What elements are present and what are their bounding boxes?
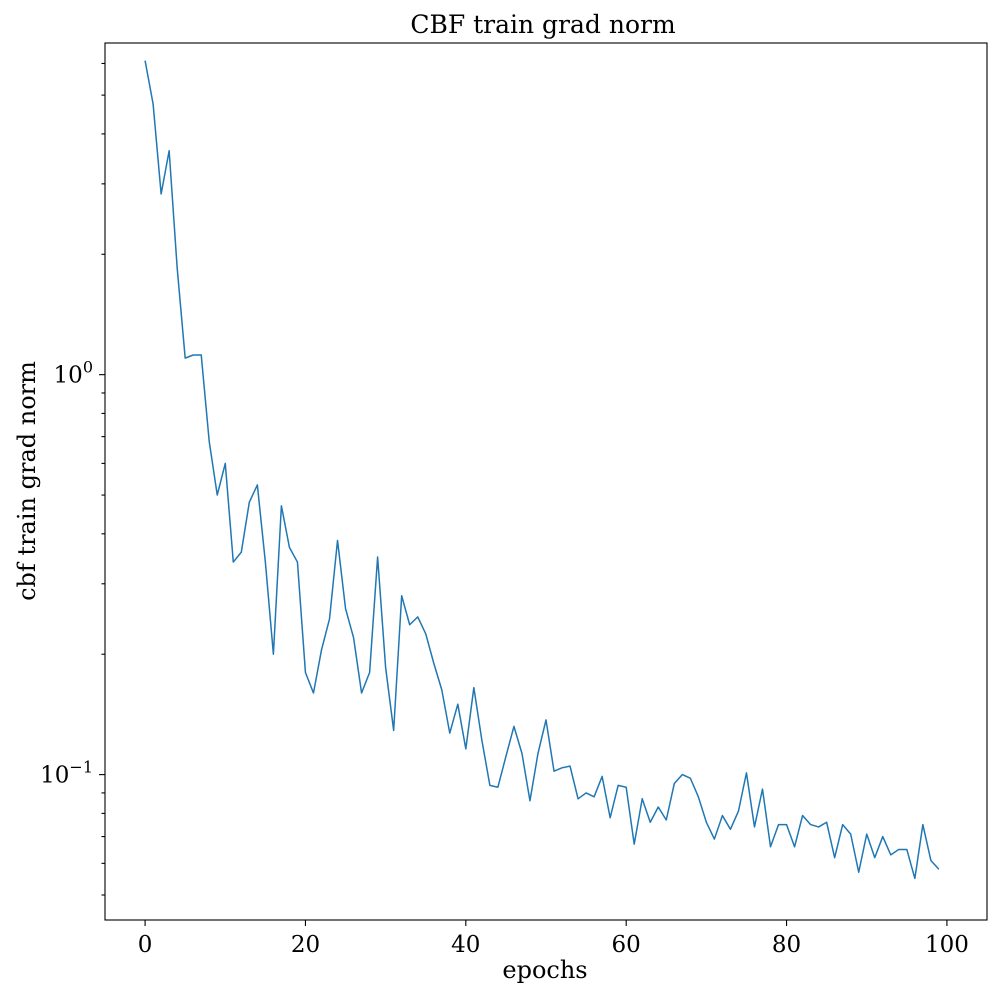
- plot-frame: [104, 42, 988, 921]
- series-line-0: [144, 60, 940, 880]
- x-tick-label: 40: [451, 932, 480, 958]
- y-axis-label: cbf train grad norm: [13, 361, 41, 601]
- y-axis: 100 10−1: [40, 62, 105, 896]
- y-tick-label: 10−1: [40, 758, 93, 789]
- x-tick-label: 0: [138, 932, 153, 958]
- plot-area: [144, 60, 940, 880]
- x-tick-label: 60: [612, 932, 641, 958]
- x-tick-label: 20: [291, 932, 320, 958]
- y-tick-label: 100: [54, 358, 93, 389]
- x-axis-label: epochs: [502, 956, 587, 984]
- x-tick-label: 80: [772, 932, 801, 958]
- x-axis: 0 20 40 60 80 100: [138, 920, 969, 958]
- x-tick-label: 100: [925, 932, 969, 958]
- chart-title: CBF train grad norm: [410, 10, 676, 39]
